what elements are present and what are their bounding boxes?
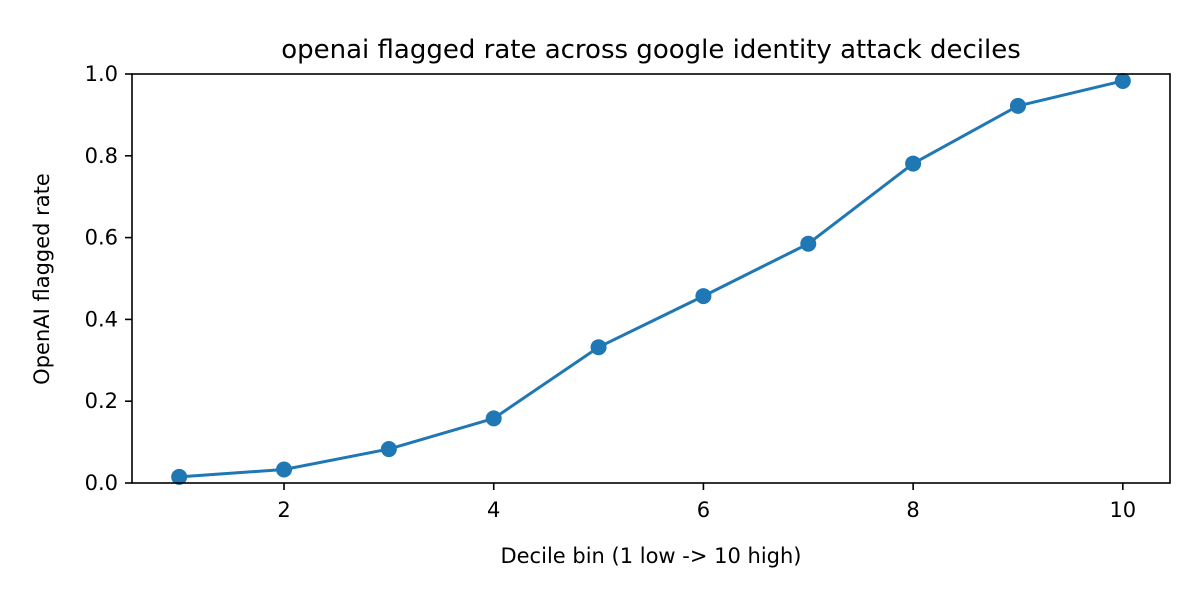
x-axis-label: Decile bin (1 low -> 10 high) <box>500 544 801 568</box>
y-tick-label: 0.4 <box>85 307 118 331</box>
data-point <box>590 339 607 356</box>
plot-area-frame <box>131 73 1171 484</box>
y-tick-label: 0.8 <box>85 144 118 168</box>
y-tick-label: 0.0 <box>85 471 118 495</box>
y-tick-label: 0.2 <box>85 389 118 413</box>
data-point <box>905 155 922 172</box>
data-point <box>695 288 712 305</box>
x-tick-label: 10 <box>1109 498 1136 522</box>
data-point <box>1114 72 1131 89</box>
data-point <box>800 235 817 252</box>
data-point <box>1009 97 1026 114</box>
chart-title: openai flagged rate across google identi… <box>281 35 1021 65</box>
x-tick-label: 2 <box>277 498 290 522</box>
x-tick-label: 8 <box>906 498 919 522</box>
axis-ticks: 2 4 6 8 10 0.0 0.2 0.4 0.6 0.8 1.0 <box>85 62 1137 522</box>
data-point <box>485 410 502 427</box>
data-point <box>380 441 397 458</box>
x-tick-label: 4 <box>487 498 500 522</box>
y-tick-label: 1.0 <box>85 62 118 86</box>
y-tick-label: 0.6 <box>85 226 118 250</box>
data-series <box>171 72 1131 485</box>
series-line <box>177 79 1125 479</box>
data-point <box>276 461 293 478</box>
data-point <box>171 468 188 485</box>
y-axis-label: OpenAI flagged rate <box>30 173 54 385</box>
x-tick-label: 6 <box>697 498 710 522</box>
